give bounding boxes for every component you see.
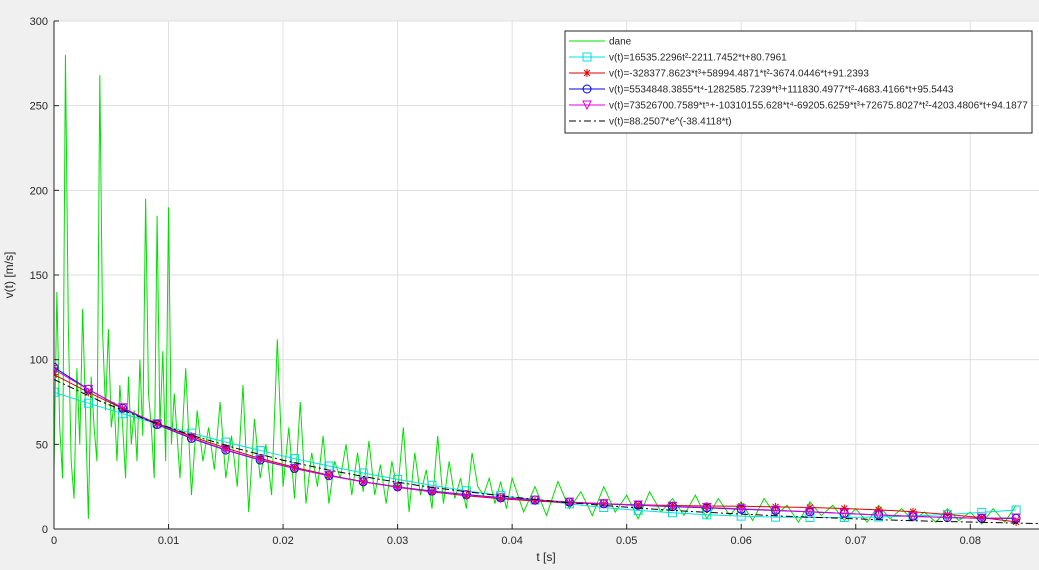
data-point xyxy=(392,482,403,493)
data-point xyxy=(909,507,918,516)
y-tick-label: 200 xyxy=(30,185,48,197)
legend-marker xyxy=(582,52,592,62)
data-point xyxy=(153,419,162,428)
y-tick-label: 50 xyxy=(36,439,48,451)
legend-label: v(t)=73526700.7589*t⁵+-10310155.628*t⁴-6… xyxy=(609,101,1028,112)
legend-box xyxy=(564,30,1033,134)
data-point xyxy=(54,364,59,375)
data-point xyxy=(358,468,368,478)
data-point xyxy=(976,513,987,524)
data-point xyxy=(496,494,505,503)
data-point xyxy=(977,513,986,522)
legend-marker xyxy=(583,69,591,77)
legend-label: v(t)=5534848.3855*t⁴-1282585.7239*t³+111… xyxy=(609,85,954,96)
data-point xyxy=(54,387,59,397)
legend-label: v(t)=-328377.8623*t³+58994.4871*t²-3674.… xyxy=(609,69,869,80)
series-lines xyxy=(54,54,1039,526)
data-point xyxy=(908,511,918,522)
data-point xyxy=(187,432,196,441)
legend-label: dane xyxy=(609,37,632,48)
data-point xyxy=(83,398,93,408)
x-tick-label: 0.02 xyxy=(272,535,293,547)
data-point xyxy=(840,504,849,513)
series-5 xyxy=(54,379,1039,525)
data-point xyxy=(117,403,128,413)
x-tick-label: 0.04 xyxy=(501,535,522,547)
data-point xyxy=(461,490,472,501)
y-tick-label: 0 xyxy=(42,524,48,536)
data-point xyxy=(324,471,334,481)
data-point xyxy=(54,362,59,372)
data-point xyxy=(221,444,230,453)
x-tick-label: 0.07 xyxy=(845,535,866,547)
x-tick-label: 0 xyxy=(51,535,57,547)
data-point xyxy=(256,454,265,463)
y-tick-label: 250 xyxy=(30,101,48,113)
x-tick-label: 0.05 xyxy=(616,535,637,547)
legend-marker xyxy=(582,84,592,94)
series-line xyxy=(54,369,1017,519)
legend: dane v(t)=16535.2296t²-2211.7452*t+80.796… xyxy=(564,30,1033,134)
tick-labels: 0 0.01 0.02 0.03 0.04 0.05 0.06 0.07 0.08 0 50 100 1… xyxy=(30,16,981,547)
legend-label: v(t)=16535.2296t²-2211.7452*t+80.7961 xyxy=(609,53,787,64)
data-point xyxy=(839,508,850,519)
data-point xyxy=(84,388,93,397)
data-point xyxy=(943,510,952,519)
data-point xyxy=(702,501,711,510)
x-tick-label: 0.03 xyxy=(387,535,408,547)
y-tick-label: 300 xyxy=(30,16,48,28)
x-tick-label: 0.06 xyxy=(730,535,751,547)
data-point xyxy=(873,510,884,521)
legend-marker xyxy=(582,100,592,111)
data-point xyxy=(531,497,540,506)
data-point xyxy=(565,498,574,507)
data-point xyxy=(186,433,197,444)
x-tick-label: 0.01 xyxy=(158,535,179,547)
data-point xyxy=(633,500,643,511)
data-point xyxy=(152,419,162,430)
data-point xyxy=(805,507,815,517)
y-tick-label: 150 xyxy=(30,270,48,282)
data-point xyxy=(737,502,746,511)
data-point xyxy=(358,477,369,488)
data-point xyxy=(668,501,677,510)
data-point xyxy=(770,505,781,516)
legend-label: v(t)=88.2507*e^(-38.4118*t) xyxy=(609,117,732,128)
data-point xyxy=(290,463,299,472)
y-tick-label: 100 xyxy=(30,355,48,367)
data-point xyxy=(289,463,300,474)
data-point xyxy=(83,384,94,395)
data-point xyxy=(598,499,609,509)
series-line xyxy=(54,379,1039,525)
data-point xyxy=(667,501,678,512)
series-4 xyxy=(54,364,1021,524)
data-point xyxy=(1011,513,1021,524)
data-point xyxy=(495,493,506,504)
data-point xyxy=(874,505,883,514)
data-point xyxy=(462,491,471,500)
data-point xyxy=(736,504,747,514)
data-point xyxy=(255,455,265,465)
data-point xyxy=(220,445,231,455)
data-point xyxy=(530,495,540,506)
x-tick-label: 0.08 xyxy=(960,535,981,547)
data-point xyxy=(942,512,953,523)
data-point xyxy=(702,502,712,513)
axes xyxy=(53,20,1039,530)
y-axis-label: v(t) [m/s] xyxy=(2,252,16,299)
x-axis-label: t [s] xyxy=(536,550,555,564)
